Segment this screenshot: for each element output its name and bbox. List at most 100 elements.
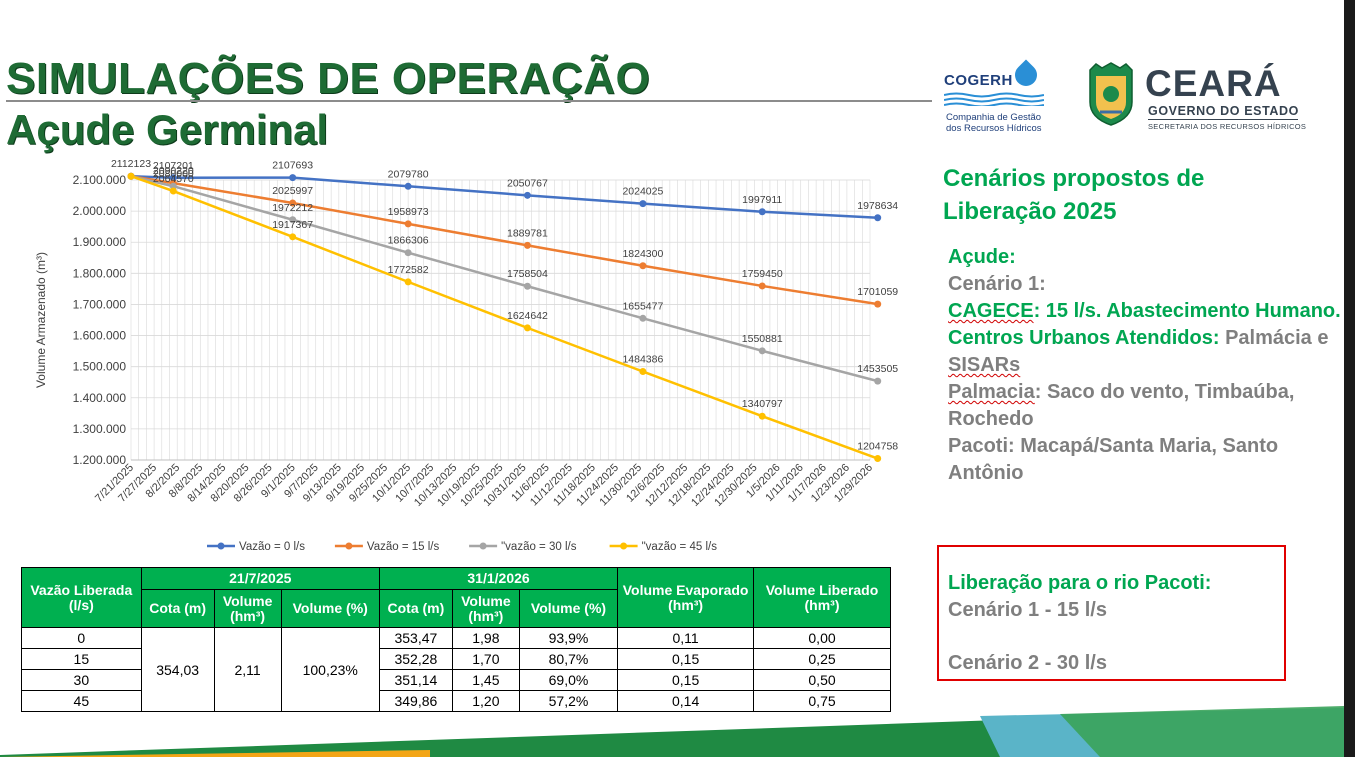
data-point bbox=[874, 300, 882, 308]
scenarios-title: Cenários propostos de Liberação 2025 bbox=[943, 165, 1205, 225]
legend-marker bbox=[620, 542, 628, 550]
footer-decoration bbox=[0, 706, 1344, 757]
cogerh-logo: COGERH Companhia de Gestão dos Recursos … bbox=[944, 59, 1054, 140]
legend-label: Vazão = 0 l/s bbox=[239, 541, 305, 553]
legend-label: "vazão = 30 l/s bbox=[501, 541, 577, 553]
data-label: 2090220 bbox=[153, 165, 194, 177]
cell-vazao: 0 bbox=[21, 627, 142, 649]
liberation-title: Liberação para o rio Pacoti: bbox=[948, 572, 1212, 594]
y-tick-label: 1.900.000 bbox=[73, 235, 127, 249]
pacoti-description: Pacoti: Macapá/Santa Maria, Santo Antôni… bbox=[948, 435, 1279, 484]
data-point bbox=[289, 233, 297, 241]
data-label: 2107201 bbox=[153, 160, 194, 172]
header-date-final: 31/1/2026 bbox=[378, 567, 619, 590]
data-point bbox=[874, 214, 882, 222]
legend-marker bbox=[345, 542, 353, 550]
liberation-scenario-1: Cenário 1 - 15 l/s bbox=[948, 599, 1107, 621]
volume-line-chart: 1.200.000 1.300.000 1.400.000 1.500.000 1.60… bbox=[34, 158, 898, 553]
cell-evaporated: 0,15 bbox=[617, 648, 755, 670]
cell-volume: 1,20 bbox=[451, 690, 520, 712]
data-label: 1655477 bbox=[622, 300, 663, 312]
cell-pct: 57,2% bbox=[518, 690, 619, 712]
data-label: 2050767 bbox=[507, 177, 548, 189]
data-point bbox=[639, 262, 647, 270]
y-tick-label: 1.400.000 bbox=[73, 391, 127, 405]
data-label: 1917367 bbox=[272, 219, 313, 231]
data-point bbox=[404, 249, 412, 257]
cagece-targets: Palmácia e bbox=[1225, 327, 1329, 349]
cell-cota: 349,86 bbox=[378, 690, 453, 712]
ceara-logo-gov: GOVERNO DO ESTADO bbox=[1148, 104, 1299, 118]
data-point bbox=[523, 324, 531, 332]
header-evaporated: Volume Evaporado (hm³) bbox=[617, 567, 755, 628]
data-label: 2024025 bbox=[622, 186, 663, 198]
data-point bbox=[874, 377, 882, 385]
cell-evaporated: 0,15 bbox=[617, 669, 755, 691]
cell-pct: 69,0% bbox=[518, 669, 619, 691]
data-point bbox=[289, 199, 297, 207]
data-point bbox=[523, 191, 531, 199]
cell-initial-cota: 354,03 bbox=[140, 627, 215, 712]
data-point bbox=[404, 278, 412, 286]
cell-released: 0,75 bbox=[753, 690, 891, 712]
header-vazao: Vazão Liberada (l/s) bbox=[21, 567, 142, 628]
cell-initial-pct: 100,23% bbox=[280, 627, 380, 712]
series-line bbox=[130, 174, 878, 306]
data-point bbox=[639, 200, 647, 208]
cell-volume: 1,98 bbox=[451, 627, 520, 649]
cell-vazao: 30 bbox=[21, 669, 142, 691]
data-label: 1340797 bbox=[742, 398, 783, 410]
data-label: 1772582 bbox=[388, 264, 429, 276]
sisars-label: SISARs bbox=[948, 354, 1021, 376]
data-label: 1204758 bbox=[857, 441, 898, 453]
cell-evaporated: 0,11 bbox=[617, 627, 755, 649]
data-point bbox=[289, 216, 297, 224]
waves-icon bbox=[944, 92, 1044, 106]
header-date-initial: 21/7/2025 bbox=[140, 567, 380, 590]
header-volume: Volume (hm³) bbox=[213, 589, 282, 628]
data-label: 2080000 bbox=[153, 168, 194, 180]
data-point bbox=[404, 220, 412, 228]
data-point bbox=[758, 347, 766, 355]
data-label: 2107693 bbox=[272, 160, 313, 172]
y-axis-title: Volume Armazenado (m³) bbox=[34, 252, 48, 388]
data-point bbox=[523, 282, 531, 290]
cell-released: 0,25 bbox=[753, 648, 891, 670]
series-line bbox=[130, 175, 879, 460]
data-label: 2025997 bbox=[272, 185, 313, 197]
cell-evaporated: 0,14 bbox=[617, 690, 755, 712]
acude-label: Açude: bbox=[948, 246, 1016, 268]
header-cota: Cota (m) bbox=[378, 589, 453, 628]
data-label: 1889781 bbox=[507, 227, 548, 239]
cagece-rest: : 15 l/s. Abastecimento Humano. Centros … bbox=[948, 300, 1341, 349]
cell-volume: 1,70 bbox=[451, 648, 520, 670]
cell-pct: 93,9% bbox=[518, 627, 619, 649]
ceara-logo-divider bbox=[1148, 119, 1298, 120]
y-tick-label: 1.600.000 bbox=[73, 329, 127, 343]
palmacia-rest: : Saco do vento, Timbaúba, Rochedo bbox=[948, 381, 1295, 430]
cell-cota: 352,28 bbox=[378, 648, 453, 670]
y-tick-label: 1.500.000 bbox=[73, 360, 127, 374]
header-volume-pct: Volume (%) bbox=[280, 589, 380, 628]
data-point bbox=[758, 282, 766, 290]
state-seal-icon bbox=[1089, 62, 1133, 126]
data-label: 1624642 bbox=[507, 310, 548, 322]
data-label: 1978634 bbox=[857, 200, 898, 212]
header-cota: Cota (m) bbox=[140, 589, 215, 628]
cell-vazao: 45 bbox=[21, 690, 142, 712]
cell-released: 0,50 bbox=[753, 669, 891, 691]
page-subtitle: Açude Germinal bbox=[6, 106, 329, 153]
data-label: 1484386 bbox=[622, 354, 663, 366]
table-row: 45 349,86 1,20 57,2% 0,14 0,75 bbox=[21, 690, 891, 712]
data-point bbox=[758, 208, 766, 216]
table-row: 0 354,03 2,11 100,23% 353,47 1,98 93,9% … bbox=[21, 627, 891, 712]
data-label: 1972212 bbox=[272, 202, 313, 214]
data-point bbox=[404, 182, 412, 190]
data-label: 1758504 bbox=[507, 268, 548, 280]
window-edge bbox=[1344, 0, 1355, 757]
legend-marker bbox=[479, 542, 487, 550]
cell-pct: 80,7% bbox=[518, 648, 619, 670]
table-row: 15 352,28 1,70 80,7% 0,15 0,25 bbox=[21, 648, 891, 670]
data-point bbox=[639, 368, 647, 376]
title-divider bbox=[6, 100, 932, 102]
